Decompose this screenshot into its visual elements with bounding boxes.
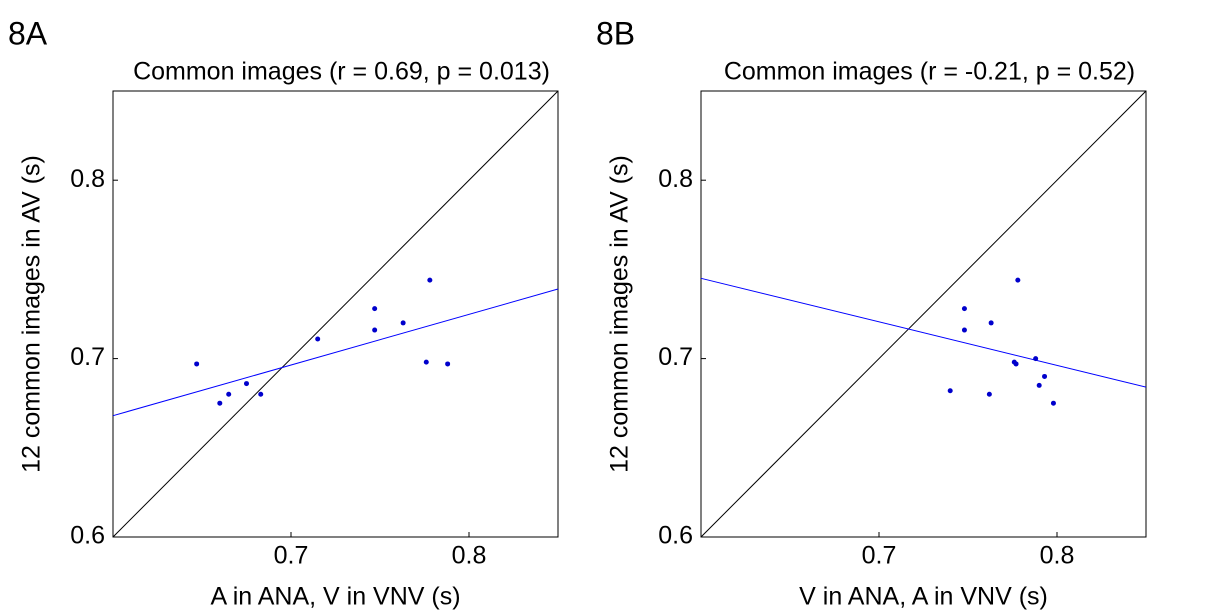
scatter-point <box>1042 373 1048 379</box>
x-tick-label: 0.8 <box>1040 542 1075 570</box>
scatter-point <box>258 391 264 397</box>
scatter-point <box>1033 356 1039 362</box>
scatter-point <box>1013 361 1019 367</box>
reference-line <box>700 90 1147 538</box>
scatter-point <box>988 320 994 326</box>
x-tick-label: 0.7 <box>274 542 309 570</box>
y-tick-label: 0.6 <box>658 522 693 550</box>
scatter-point <box>1050 400 1056 406</box>
scatter-point <box>445 361 451 367</box>
scatter-point <box>194 361 200 367</box>
scatter-point <box>244 381 249 387</box>
panel-label: 8B <box>596 15 635 51</box>
plot-frame <box>700 90 1147 538</box>
fit-line <box>700 277 1147 388</box>
x-tick-label: 0.8 <box>452 542 487 570</box>
scatter-point <box>961 306 967 312</box>
y-tick-label: 0.8 <box>70 165 105 193</box>
scatter-point <box>427 277 433 283</box>
y-tick-label: 0.7 <box>658 343 693 371</box>
scatter-point <box>372 306 378 312</box>
plot-frame <box>112 90 559 538</box>
scatter-point <box>986 391 992 397</box>
y-axis-label: 12 common images in AV (s) <box>606 155 634 473</box>
y-axis-label: 12 common images in AV (s) <box>18 155 46 473</box>
y-tick-label: 0.7 <box>70 343 105 371</box>
scatter-point <box>1015 277 1021 283</box>
scatter-point <box>217 400 223 406</box>
reference-line <box>112 90 559 538</box>
scatter-point <box>961 327 967 333</box>
x-axis-label: A in ANA, V in VNV (s) <box>210 583 460 611</box>
scatter-point <box>372 327 378 333</box>
scatter-point <box>947 388 953 394</box>
chart-title: Common images (r = -0.21, p = 0.52) <box>724 58 1135 86</box>
scatter-point <box>226 391 232 397</box>
scatter-point <box>315 336 321 342</box>
y-tick-label: 0.6 <box>70 522 105 550</box>
scatter-point <box>1036 382 1042 388</box>
scatter-point <box>423 359 429 365</box>
x-axis-label: V in ANA, A in VNV (s) <box>799 583 1048 611</box>
scatter-point <box>400 320 406 326</box>
chart-title: Common images (r = 0.69, p = 0.013) <box>133 58 550 86</box>
panel-label: 8A <box>8 15 48 51</box>
y-tick-label: 0.8 <box>658 165 693 193</box>
x-tick-label: 0.7 <box>862 542 897 570</box>
fit-line <box>112 288 559 417</box>
